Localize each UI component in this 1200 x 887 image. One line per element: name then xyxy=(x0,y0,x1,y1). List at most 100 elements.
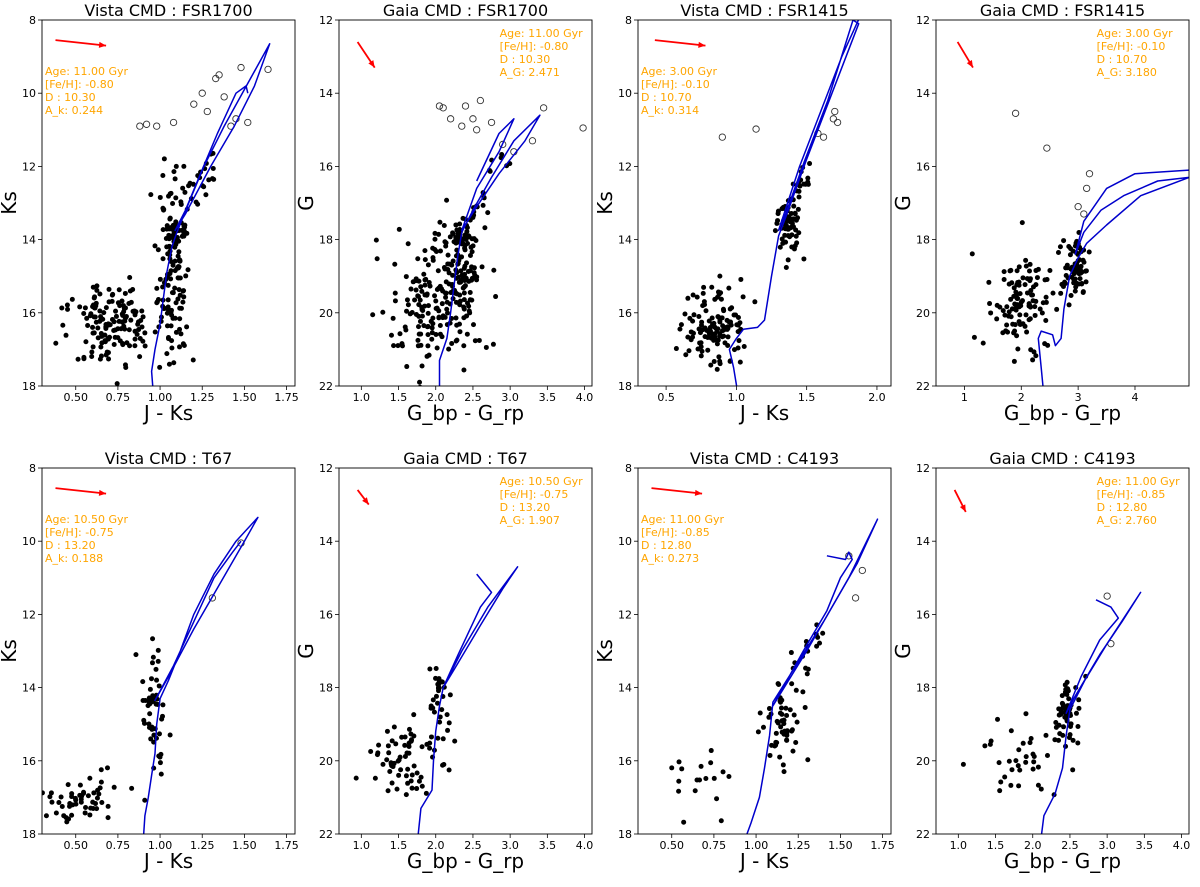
star-point xyxy=(429,336,435,342)
isochrone-line xyxy=(142,516,259,834)
star-point xyxy=(170,262,176,268)
star-point xyxy=(467,297,473,303)
y-tick-label: 12 xyxy=(22,608,36,621)
star-point xyxy=(1075,740,1081,746)
chart-panel-7: Vista CMD : C4193 J - Ks Ks 0.50 0.75 1.00 1.2… xyxy=(593,449,895,873)
star-point xyxy=(1014,268,1020,274)
star-point xyxy=(1072,288,1078,294)
star-point xyxy=(136,327,142,333)
y-tick-label: 16 xyxy=(319,160,333,173)
star-point xyxy=(61,813,67,819)
star-point xyxy=(405,766,411,772)
isochrone-line xyxy=(1037,169,1189,386)
x-tick-label: 3.5 xyxy=(539,391,557,404)
annotation-text: D : 10.30 xyxy=(500,53,551,66)
star-point xyxy=(173,300,179,306)
star-point xyxy=(717,333,723,339)
open-point xyxy=(851,594,860,602)
open-point xyxy=(1043,144,1051,152)
star-point xyxy=(60,322,66,328)
star-point xyxy=(673,346,679,352)
star-point xyxy=(415,256,421,262)
star-point xyxy=(408,778,414,784)
star-point xyxy=(766,706,772,712)
star-point xyxy=(116,287,122,293)
star-point xyxy=(149,660,155,666)
star-point xyxy=(374,256,380,262)
star-point xyxy=(1017,312,1023,318)
star-point xyxy=(160,702,166,708)
star-point xyxy=(210,165,216,171)
star-point xyxy=(87,775,93,781)
star-point xyxy=(702,302,708,308)
x-axis-label: J - Ks xyxy=(738,849,789,873)
star-point xyxy=(499,151,505,157)
y-tick-label: 22 xyxy=(916,828,930,841)
star-point xyxy=(1038,786,1044,792)
star-point xyxy=(815,634,821,640)
star-point xyxy=(73,797,79,803)
star-point xyxy=(107,334,113,340)
star-point xyxy=(59,803,65,809)
star-point xyxy=(368,749,374,755)
star-point xyxy=(422,257,428,263)
star-point xyxy=(184,324,190,330)
star-point xyxy=(444,712,450,718)
star-point xyxy=(720,323,726,329)
star-point xyxy=(428,734,434,740)
y-tick-label: 14 xyxy=(916,87,930,100)
star-point xyxy=(699,348,705,354)
star-point xyxy=(722,340,728,346)
star-point xyxy=(969,251,975,257)
x-tick-label: 3.5 xyxy=(1136,839,1154,852)
star-point xyxy=(1023,754,1029,760)
y-axis-label: G xyxy=(891,195,915,211)
annotation-text: A_k: 0.244 xyxy=(45,104,103,117)
axes-frame xyxy=(41,467,296,835)
star-point xyxy=(690,330,696,336)
star-point xyxy=(805,666,811,672)
star-point xyxy=(777,244,783,250)
star-point xyxy=(155,647,161,653)
star-point xyxy=(1076,705,1082,711)
star-point xyxy=(77,304,83,310)
reddening-arrow xyxy=(55,487,107,495)
star-point xyxy=(437,323,443,329)
star-point xyxy=(165,251,171,257)
x-tick-label: 3.0 xyxy=(501,839,519,852)
star-point xyxy=(435,268,441,274)
axes-frame xyxy=(935,19,1190,387)
chart-panel-6: Gaia CMD : T67 G_bp - G_rp G 1.0 1.5 2.0 2.5 3.… xyxy=(294,449,593,873)
star-point xyxy=(157,760,163,766)
star-point xyxy=(1047,268,1053,274)
x-tick-label: 1.0 xyxy=(353,391,371,404)
star-point xyxy=(70,802,76,808)
star-point xyxy=(1076,697,1082,703)
y-tick-label: 20 xyxy=(319,755,333,768)
star-point xyxy=(183,273,189,279)
star-point xyxy=(439,707,445,713)
annotation-text: A_G: 2.760 xyxy=(1097,514,1157,527)
open-point xyxy=(198,89,206,97)
star-point xyxy=(703,775,709,781)
x-tick-label: 2.5 xyxy=(464,839,482,852)
star-point xyxy=(419,363,425,369)
y-tick-label: 22 xyxy=(319,828,333,841)
star-point xyxy=(397,331,403,337)
star-point xyxy=(988,738,994,744)
star-point xyxy=(778,724,784,730)
star-point xyxy=(731,347,737,353)
star-point xyxy=(792,210,798,216)
star-point xyxy=(1075,724,1081,730)
annotation-text: Age: 10.50 Gyr xyxy=(45,513,128,526)
star-point xyxy=(433,675,439,681)
x-tick-label: 1.25 xyxy=(190,839,215,852)
star-point xyxy=(427,740,433,746)
x-axis-label: J - Ks xyxy=(142,401,193,425)
star-point xyxy=(718,296,724,302)
y-tick-label: 14 xyxy=(618,682,632,695)
x-tick-label: 1.5 xyxy=(390,839,408,852)
star-point xyxy=(399,734,405,740)
star-point xyxy=(1070,737,1076,743)
